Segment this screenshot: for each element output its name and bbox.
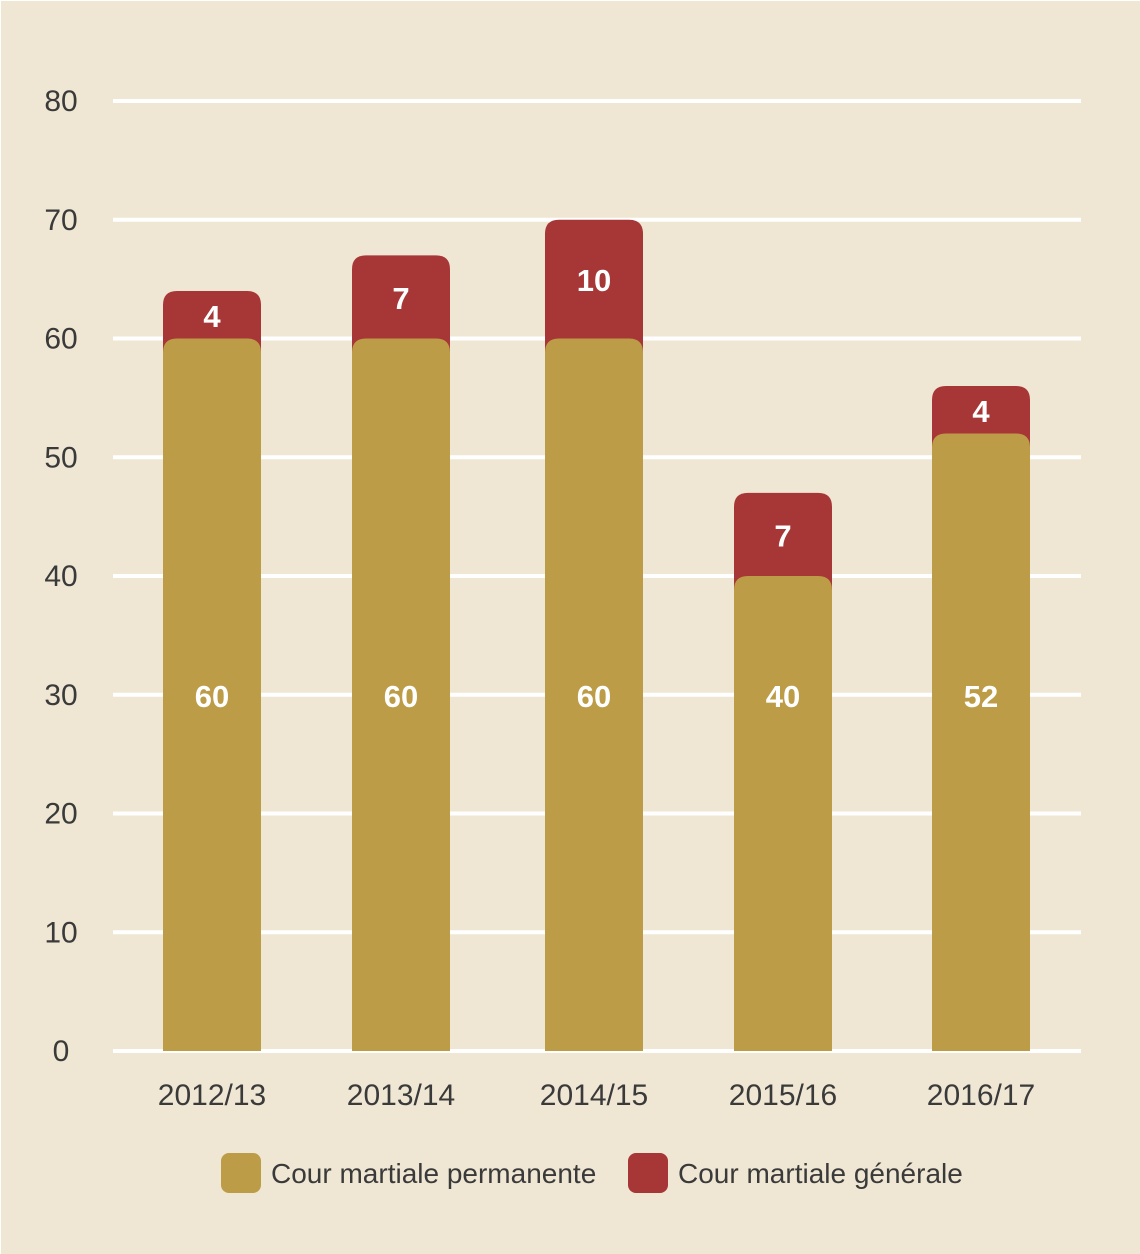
y-tick-label: 30 xyxy=(44,679,77,712)
data-label: 4 xyxy=(203,299,221,334)
y-tick-label: 60 xyxy=(44,323,77,356)
x-tick-label: 2013/14 xyxy=(347,1079,455,1112)
data-label: 60 xyxy=(195,679,229,714)
data-label: 52 xyxy=(964,679,998,714)
y-tick-label: 70 xyxy=(44,204,77,237)
bar-segment xyxy=(932,433,1030,1051)
legend-label: Cour martiale permanente xyxy=(271,1158,596,1189)
y-tick-label: 50 xyxy=(44,441,77,474)
bar-segment xyxy=(352,338,450,1051)
bar-segment xyxy=(545,219,643,353)
x-tick-label: 2014/15 xyxy=(540,1079,648,1112)
y-tick-label: 20 xyxy=(44,798,77,831)
y-tick-label: 40 xyxy=(44,560,77,593)
data-label: 10 xyxy=(577,263,611,298)
x-tick-label: 2012/13 xyxy=(158,1079,266,1112)
data-label: 7 xyxy=(392,281,409,316)
bar-segment xyxy=(932,386,1030,448)
y-tick-label: 10 xyxy=(44,916,77,949)
data-label: 4 xyxy=(972,394,990,429)
data-label: 7 xyxy=(774,518,791,553)
data-label: 60 xyxy=(384,679,418,714)
legend-label: Cour martiale générale xyxy=(678,1158,963,1189)
bar-segment xyxy=(734,576,832,1051)
bar-segment xyxy=(352,255,450,353)
legend-swatch xyxy=(628,1153,668,1193)
data-label: 40 xyxy=(766,679,800,714)
bar-segment xyxy=(734,492,832,590)
bar-segment xyxy=(163,291,261,353)
y-tick-label: 0 xyxy=(53,1035,70,1068)
bar-segment xyxy=(545,338,643,1051)
y-tick-label: 80 xyxy=(44,85,77,118)
x-tick-label: 2016/17 xyxy=(927,1079,1035,1112)
legend-swatch xyxy=(221,1153,261,1193)
bar-segment xyxy=(163,338,261,1051)
data-label: 60 xyxy=(577,679,611,714)
x-tick-label: 2015/16 xyxy=(729,1079,837,1112)
